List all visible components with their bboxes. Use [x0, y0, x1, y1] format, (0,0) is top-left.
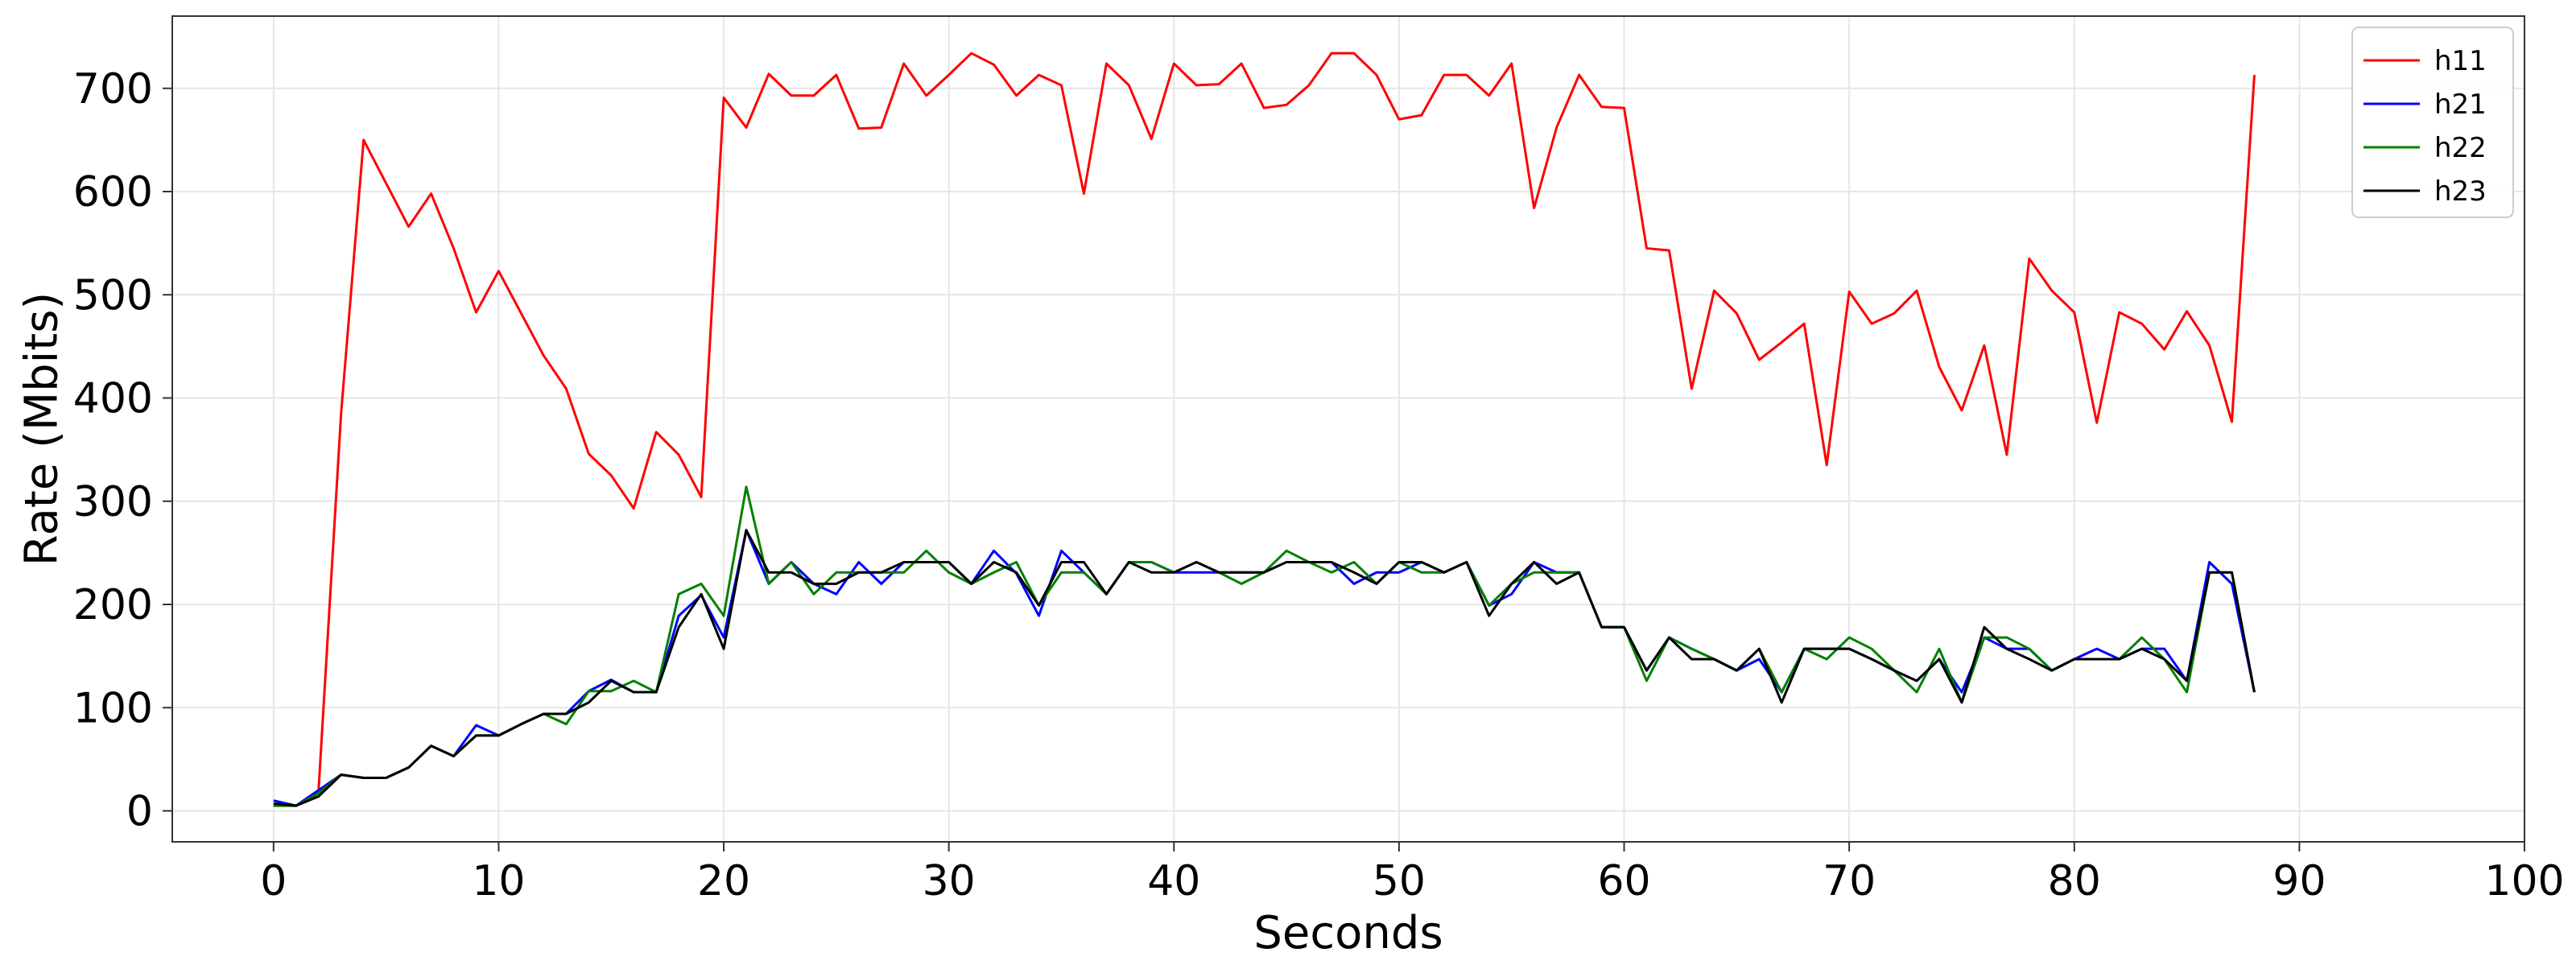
y-tick-label: 500 [73, 271, 153, 320]
x-tick-label: 80 [2048, 857, 2101, 905]
y-tick-label: 0 [126, 788, 153, 836]
series-lines [273, 52, 2256, 807]
x-tick-label: 20 [697, 857, 750, 905]
legend-item-h23[interactable]: h23 [2363, 175, 2487, 208]
legend-label: h22 [2434, 132, 2487, 164]
x-tick-label: 50 [1373, 857, 1426, 905]
y-tick-label: 100 [73, 684, 153, 732]
y-tick-label: 600 [73, 168, 153, 216]
legend-item-h22[interactable]: h22 [2363, 132, 2487, 164]
x-tick-label: 10 [472, 857, 525, 905]
series-line-h23 [273, 529, 2256, 807]
plot-frame [171, 15, 2525, 843]
series-line-h22 [273, 485, 2256, 807]
y-tick-label: 700 [73, 65, 153, 113]
legend-label: h11 [2434, 45, 2487, 77]
y-tick-label: 200 [73, 581, 153, 629]
x-axis-ticks: 0 10 20 30 40 50 60 70 80 90 100 [260, 842, 2565, 905]
x-tick-label: 60 [1597, 857, 1650, 905]
x-tick-label: 0 [260, 857, 287, 905]
legend-item-h21[interactable]: h21 [2363, 89, 2487, 121]
x-tick-label: 100 [2484, 857, 2564, 905]
y-tick-label: 300 [73, 478, 153, 526]
legend[interactable]: h11 h21 h22 h23 [2351, 27, 2514, 218]
x-axis-label: Seconds [1253, 907, 1443, 959]
x-tick-label: 90 [2273, 857, 2326, 905]
x-tick-label: 70 [1823, 857, 1876, 905]
y-axis-label: Rate (Mbits) [16, 292, 68, 566]
grid [172, 16, 2525, 842]
y-tick-label: 400 [73, 375, 153, 423]
series-line-h11 [273, 52, 2256, 807]
x-tick-label: 30 [923, 857, 976, 905]
legend-label: h21 [2434, 89, 2487, 121]
legend-box [2351, 27, 2514, 218]
y-axis-ticks: 0 100 200 300 400 500 600 700 [73, 65, 172, 836]
x-tick-label: 40 [1147, 857, 1200, 905]
legend-item-h11[interactable]: h11 [2363, 45, 2487, 77]
legend-label: h23 [2434, 175, 2487, 208]
